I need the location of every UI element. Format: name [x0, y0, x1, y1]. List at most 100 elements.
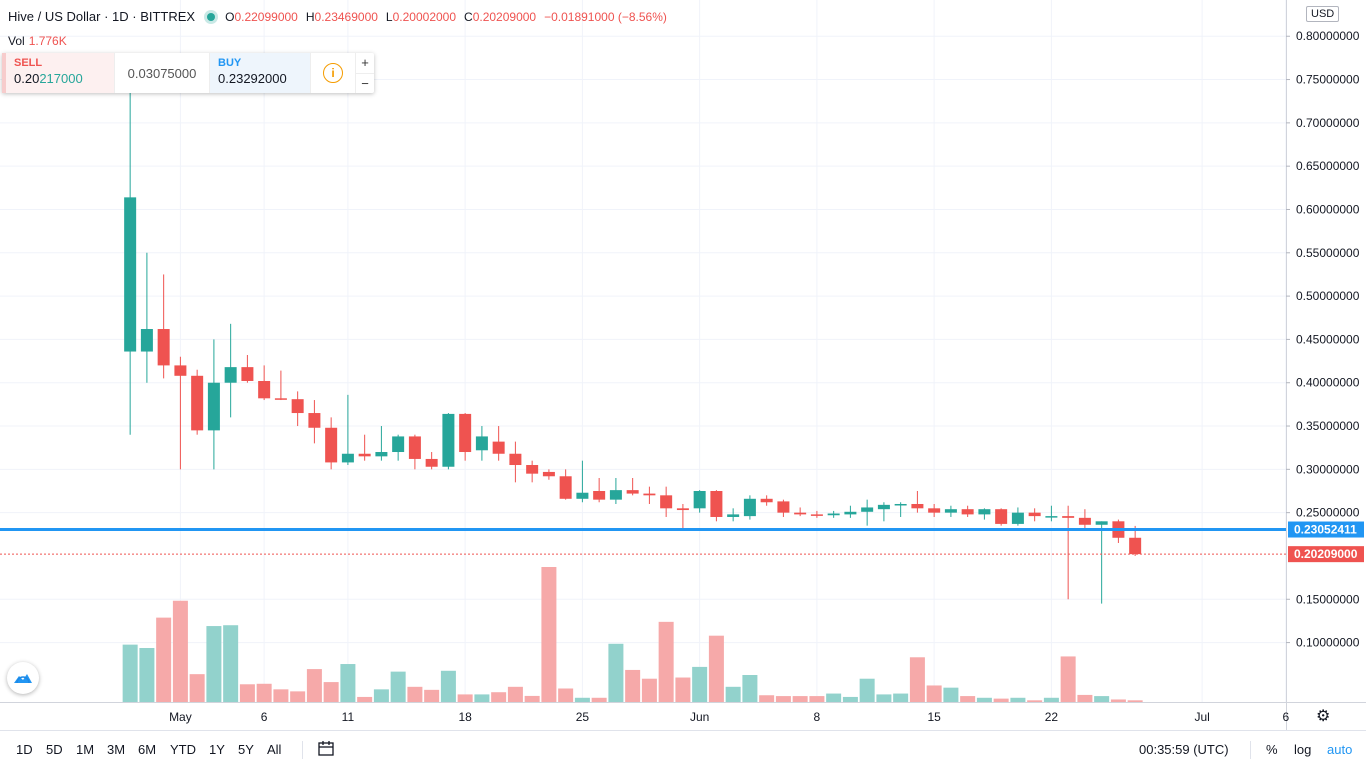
market-open-dot-icon [207, 12, 216, 21]
info-button[interactable]: i [310, 53, 355, 93]
volume-bar [239, 684, 255, 702]
price-tick-label: 0.75000000 [1296, 73, 1360, 87]
percent-toggle[interactable]: % [1266, 742, 1278, 757]
volume-bar [1077, 694, 1093, 702]
time-axis[interactable]: May 6 11 18 25 Jun 8 15 22 Jul 6 [0, 702, 1366, 725]
candle-body [174, 365, 187, 376]
range-ytd[interactable]: YTD [170, 742, 196, 757]
candle-body [308, 413, 321, 428]
volume-bar [524, 695, 540, 702]
volume-bar [306, 669, 322, 702]
gear-icon[interactable]: ⚙ [1316, 708, 1331, 725]
candle-body [760, 498, 773, 503]
time-tick-label: Jun [690, 710, 709, 724]
volume-bar [139, 648, 155, 702]
volume-bar [474, 694, 490, 702]
toolbar-divider [1250, 741, 1251, 759]
volume-bar [759, 695, 775, 702]
range-all[interactable]: All [267, 742, 282, 757]
range-3m[interactable]: 3M [107, 742, 126, 757]
price-tick-label: 0.80000000 [1296, 29, 1360, 43]
price-tick-label: 0.50000000 [1296, 289, 1360, 303]
time-tick-label: May [169, 710, 192, 724]
volume-bar [692, 666, 708, 702]
volume-bar [1027, 700, 1043, 702]
calendar-range-icon[interactable] [317, 740, 335, 758]
close-value: C0.20209000 [464, 9, 537, 24]
buy-button[interactable]: BUY 0.23292000 [210, 53, 310, 93]
candle-body [861, 507, 874, 512]
candlesticks[interactable] [124, 53, 1142, 604]
price-label-text: 0.20209000 [1294, 547, 1358, 561]
volume-bar [742, 675, 758, 702]
price-axis[interactable]: 0.850000000.800000000.750000000.70000000… [1286, 0, 1364, 730]
volume-legend: Vol 1.776K [8, 34, 67, 48]
volume-bar [357, 696, 373, 702]
sell-button[interactable]: SELL 0.20217000 [2, 53, 114, 93]
candle-body [660, 495, 673, 509]
range-5y[interactable]: 5Y [238, 742, 254, 757]
volume-bar [675, 677, 691, 702]
candle-body [492, 441, 505, 454]
time-tick-label: 8 [814, 710, 821, 724]
volume-bar [574, 697, 590, 702]
candle-body [777, 501, 790, 513]
candle-body [844, 511, 857, 515]
range-1m[interactable]: 1M [76, 742, 95, 757]
candle-body [1062, 516, 1075, 518]
candle-body [676, 508, 689, 511]
candle-body [626, 490, 639, 494]
low-value: L0.20002000 [385, 9, 457, 24]
volume-bars [122, 567, 1143, 702]
volume-bar [1110, 699, 1126, 702]
chart-grid [0, 0, 1287, 702]
time-tick-label: 11 [342, 710, 355, 724]
volume-bar [390, 671, 406, 702]
range-5d[interactable]: 5D [46, 742, 63, 757]
range-1d[interactable]: 1D [16, 742, 33, 757]
volume-bar [608, 643, 624, 702]
volume-bar [993, 698, 1009, 702]
volume-bar [641, 678, 657, 702]
volume-bar [373, 689, 389, 702]
price-lines[interactable] [0, 528, 1286, 555]
volume-bar [926, 685, 942, 702]
candle-body [827, 513, 840, 516]
time-tick-label: 22 [1045, 710, 1059, 724]
price-label-text: 0.23052411 [1294, 523, 1357, 537]
volume-bar [323, 682, 339, 702]
volume-value: 1.776K [28, 34, 67, 48]
range-1y[interactable]: 1Y [209, 742, 225, 757]
volume-bar [876, 694, 892, 702]
auto-toggle[interactable]: auto [1327, 742, 1353, 757]
volume-bar [122, 644, 138, 702]
candle-body [241, 367, 254, 381]
volume-bar [842, 696, 858, 702]
symbol-title[interactable]: Hive / US Dollar · 1D · BITTREX [8, 9, 196, 24]
candle-body [191, 375, 204, 431]
price-tick-label: 0.10000000 [1296, 636, 1360, 650]
volume-bar [859, 678, 875, 702]
candle-body [1045, 516, 1058, 518]
price-chart[interactable]: 0.850000000.800000000.750000000.70000000… [0, 0, 1366, 730]
candle-body [224, 367, 237, 383]
volume-bar [725, 686, 741, 702]
utc-clock[interactable]: 00:35:59 (UTC) [1139, 742, 1229, 757]
tradingview-logo-icon[interactable] [7, 662, 39, 694]
currency-badge[interactable]: USD [1306, 6, 1340, 22]
volume-bar [943, 687, 959, 702]
candle-body [442, 413, 455, 467]
time-tick-label: 15 [927, 710, 941, 724]
minus-button[interactable]: − [361, 75, 369, 91]
info-icon: i [323, 63, 343, 83]
range-6m[interactable]: 6M [138, 742, 157, 757]
price-tick-label: 0.30000000 [1296, 462, 1360, 476]
price-label-tag [1288, 546, 1364, 563]
candle-body [693, 490, 706, 509]
log-toggle[interactable]: log [1294, 742, 1312, 757]
plus-button[interactable]: + [356, 53, 374, 74]
bottom-toolbar: 1D 5D 1M 3M 6M YTD 1Y 5Y All 00:35:59 (U… [0, 730, 1366, 769]
candle-body [559, 476, 572, 499]
candle-body [593, 490, 606, 500]
candle-body [727, 514, 740, 517]
